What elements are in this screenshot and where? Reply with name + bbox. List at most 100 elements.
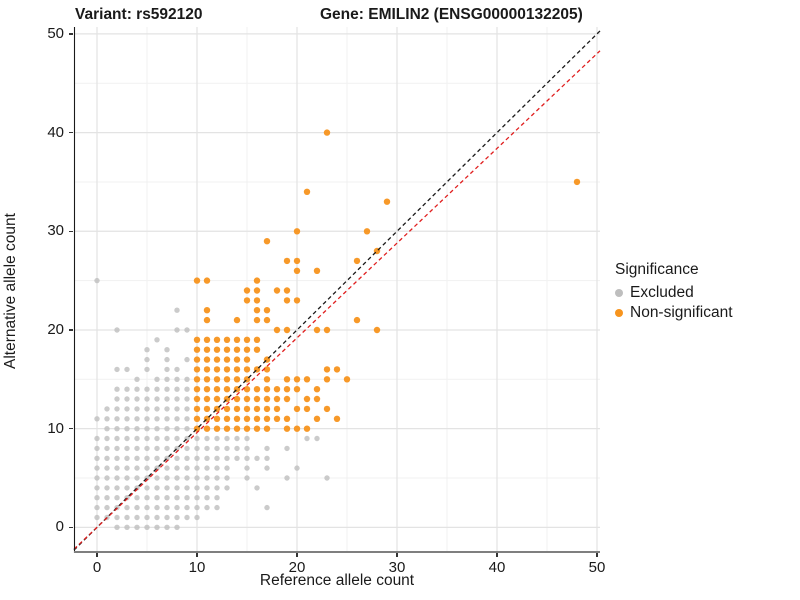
data-point-excluded[interactable] [154, 485, 160, 491]
data-point-excluded[interactable] [214, 445, 220, 452]
data-point-non-significant[interactable] [203, 386, 211, 393]
data-point-excluded[interactable] [264, 465, 270, 471]
data-point-non-significant[interactable] [363, 228, 371, 235]
data-point-non-significant[interactable] [253, 277, 261, 284]
data-point-non-significant[interactable] [203, 277, 211, 284]
data-point-non-significant[interactable] [293, 405, 301, 413]
data-point-non-significant[interactable] [203, 425, 211, 432]
data-point-excluded[interactable] [164, 435, 170, 442]
data-point-non-significant[interactable] [203, 405, 211, 413]
data-point-excluded[interactable] [314, 435, 320, 442]
data-point-non-significant[interactable] [213, 336, 221, 343]
data-point-non-significant[interactable] [293, 297, 301, 304]
data-point-excluded[interactable] [174, 495, 180, 501]
data-point-non-significant[interactable] [353, 316, 361, 324]
data-point-non-significant[interactable] [213, 376, 221, 383]
data-point-non-significant[interactable] [213, 386, 221, 393]
data-point-excluded[interactable] [154, 475, 160, 481]
data-point-non-significant[interactable] [243, 287, 251, 294]
data-point-non-significant[interactable] [243, 415, 251, 422]
data-point-excluded[interactable] [144, 416, 150, 422]
data-point-excluded[interactable] [244, 435, 250, 442]
data-point-excluded[interactable] [204, 475, 210, 481]
data-point-non-significant[interactable] [263, 316, 271, 324]
data-point-excluded[interactable] [184, 475, 190, 481]
data-point-excluded[interactable] [134, 504, 140, 511]
data-point-excluded[interactable] [124, 386, 130, 392]
data-point-excluded[interactable] [144, 396, 150, 402]
data-point-excluded[interactable] [114, 514, 120, 521]
data-point-excluded[interactable] [144, 386, 150, 392]
data-point-excluded[interactable] [144, 356, 150, 363]
data-point-non-significant[interactable] [193, 366, 201, 373]
data-point-excluded[interactable] [94, 277, 100, 284]
data-point-non-significant[interactable] [243, 297, 251, 304]
data-point-excluded[interactable] [164, 396, 170, 402]
data-point-non-significant[interactable] [223, 415, 231, 422]
data-point-non-significant[interactable] [283, 386, 291, 393]
data-point-non-significant[interactable] [213, 366, 221, 373]
data-point-excluded[interactable] [164, 465, 170, 471]
data-point-excluded[interactable] [234, 435, 240, 442]
data-point-non-significant[interactable] [253, 405, 261, 413]
data-point-non-significant[interactable] [263, 425, 271, 432]
data-point-excluded[interactable] [144, 485, 150, 491]
data-point-non-significant[interactable] [233, 395, 241, 403]
data-point-non-significant[interactable] [223, 405, 231, 413]
data-point-non-significant[interactable] [273, 405, 281, 413]
data-point-excluded[interactable] [234, 455, 240, 461]
data-point-excluded[interactable] [254, 455, 260, 461]
data-point-excluded[interactable] [194, 465, 200, 471]
data-point-non-significant[interactable] [203, 395, 211, 403]
data-point-excluded[interactable] [114, 485, 120, 491]
data-point-excluded[interactable] [204, 455, 210, 461]
data-point-excluded[interactable] [104, 504, 110, 511]
data-point-excluded[interactable] [134, 514, 140, 521]
data-point-non-significant[interactable] [233, 336, 241, 343]
data-point-excluded[interactable] [174, 426, 180, 432]
legend-item-non-significant[interactable]: Non-significant [615, 303, 733, 323]
data-point-excluded[interactable] [134, 416, 140, 422]
data-point-excluded[interactable] [124, 445, 130, 452]
data-point-non-significant[interactable] [203, 336, 211, 343]
data-point-excluded[interactable] [154, 337, 160, 343]
data-point-excluded[interactable] [174, 416, 180, 422]
data-point-excluded[interactable] [144, 366, 150, 373]
data-point-non-significant[interactable] [243, 356, 251, 363]
data-point-excluded[interactable] [134, 455, 140, 461]
data-point-non-significant[interactable] [323, 326, 331, 334]
data-point-excluded[interactable] [194, 475, 200, 481]
data-point-non-significant[interactable] [253, 287, 261, 294]
data-point-non-significant[interactable] [283, 257, 291, 265]
data-point-non-significant[interactable] [233, 346, 241, 353]
data-point-non-significant[interactable] [243, 405, 251, 413]
data-point-excluded[interactable] [204, 504, 210, 511]
data-point-excluded[interactable] [114, 396, 120, 402]
data-point-excluded[interactable] [134, 386, 140, 392]
data-point-excluded[interactable] [164, 386, 170, 392]
data-point-non-significant[interactable] [303, 376, 311, 383]
data-point-excluded[interactable] [144, 524, 150, 530]
data-point-non-significant[interactable] [283, 326, 291, 334]
data-point-excluded[interactable] [104, 485, 110, 491]
data-point-excluded[interactable] [124, 396, 130, 402]
data-point-excluded[interactable] [154, 386, 160, 392]
data-point-excluded[interactable] [114, 455, 120, 461]
data-point-excluded[interactable] [204, 435, 210, 442]
data-point-excluded[interactable] [114, 406, 120, 412]
data-point-excluded[interactable] [154, 406, 160, 412]
data-point-excluded[interactable] [184, 465, 190, 471]
data-point-excluded[interactable] [124, 475, 130, 481]
data-point-excluded[interactable] [174, 406, 180, 412]
data-point-non-significant[interactable] [273, 395, 281, 403]
data-point-excluded[interactable] [184, 445, 190, 452]
data-point-excluded[interactable] [154, 426, 160, 432]
data-point-excluded[interactable] [124, 514, 130, 521]
data-point-excluded[interactable] [324, 475, 330, 481]
data-point-non-significant[interactable] [323, 129, 331, 136]
data-point-excluded[interactable] [154, 504, 160, 511]
data-point-excluded[interactable] [184, 406, 190, 412]
data-point-excluded[interactable] [114, 445, 120, 452]
data-point-excluded[interactable] [134, 524, 140, 530]
data-point-non-significant[interactable] [283, 287, 291, 294]
